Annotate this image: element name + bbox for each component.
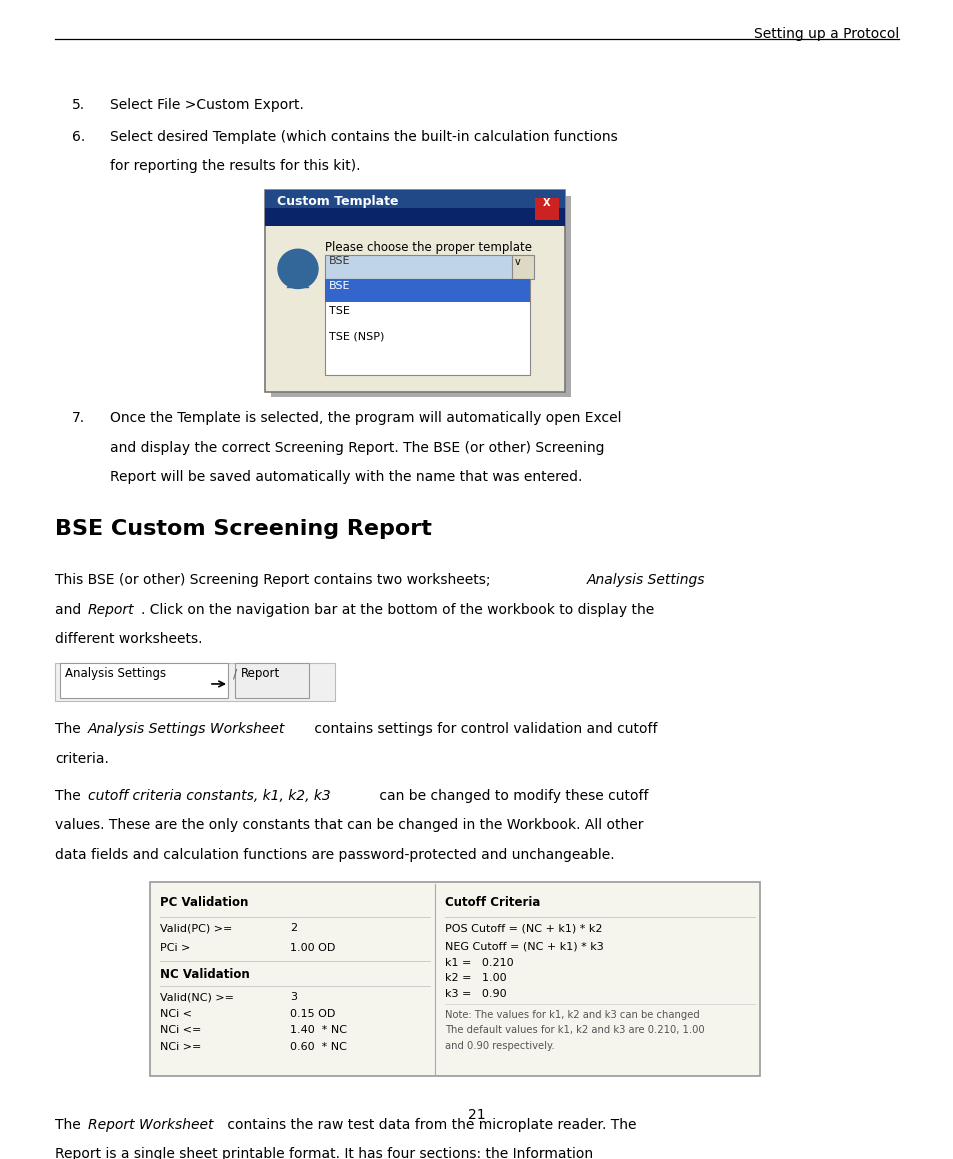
Text: i: i: [293, 260, 298, 274]
Text: /: /: [233, 668, 237, 680]
Text: Setting up a Protocol: Setting up a Protocol: [753, 28, 898, 42]
Text: Select File >Custom Export.: Select File >Custom Export.: [110, 99, 304, 112]
FancyBboxPatch shape: [265, 190, 564, 207]
Text: for reporting the results for this kit).: for reporting the results for this kit).: [110, 159, 360, 173]
Text: . Click on the navigation bar at the bottom of the workbook to display the: . Click on the navigation bar at the bot…: [141, 603, 654, 617]
Text: Report is a single sheet printable format. It has four sections: the Information: Report is a single sheet printable forma…: [55, 1147, 593, 1159]
Text: The: The: [55, 789, 85, 803]
Text: 0.60  * NC: 0.60 * NC: [290, 1042, 347, 1052]
Text: NCi >=: NCi >=: [160, 1042, 201, 1052]
Text: 6.: 6.: [71, 130, 85, 144]
Text: The default values for k1, k2 and k3 are 0.210, 1.00: The default values for k1, k2 and k3 are…: [444, 1026, 704, 1035]
Text: contains settings for control validation and cutoff: contains settings for control validation…: [310, 722, 657, 736]
Text: Report: Report: [241, 668, 280, 680]
Circle shape: [277, 249, 317, 289]
Text: cutoff criteria constants, k1, k2, k3: cutoff criteria constants, k1, k2, k3: [88, 789, 331, 803]
Text: Analysis Settings Worksheet: Analysis Settings Worksheet: [88, 722, 285, 736]
Text: 5.: 5.: [71, 99, 85, 112]
Text: 21: 21: [468, 1108, 485, 1122]
Text: 2: 2: [290, 924, 296, 933]
Text: BSE: BSE: [329, 256, 350, 267]
FancyBboxPatch shape: [55, 663, 335, 701]
Text: Report will be saved automatically with the name that was entered.: Report will be saved automatically with …: [110, 471, 581, 484]
Polygon shape: [287, 282, 309, 287]
Text: k1 =   0.210: k1 = 0.210: [444, 957, 513, 968]
Text: Analysis Settings: Analysis Settings: [586, 573, 705, 588]
FancyBboxPatch shape: [271, 196, 571, 398]
Text: and display the correct Screening Report. The BSE (or other) Screening: and display the correct Screening Report…: [110, 440, 604, 454]
Text: 3: 3: [290, 992, 296, 1003]
Text: Cutoff Criteria: Cutoff Criteria: [444, 896, 539, 909]
Text: k3 =   0.90: k3 = 0.90: [444, 989, 506, 999]
Text: POS Cutoff = (NC + k1) * k2: POS Cutoff = (NC + k1) * k2: [444, 924, 602, 933]
Text: X: X: [542, 198, 550, 209]
Text: TSE: TSE: [329, 306, 350, 316]
Text: Report: Report: [88, 603, 134, 617]
Text: Valid(NC) >=: Valid(NC) >=: [160, 992, 233, 1003]
Text: k2 =   1.00: k2 = 1.00: [444, 974, 506, 984]
FancyBboxPatch shape: [512, 255, 534, 278]
FancyBboxPatch shape: [60, 663, 228, 698]
Text: NC Validation: NC Validation: [160, 968, 250, 981]
Text: NCi <=: NCi <=: [160, 1026, 201, 1035]
Text: and 0.90 respectively.: and 0.90 respectively.: [444, 1041, 554, 1051]
Text: 1.00 OD: 1.00 OD: [290, 943, 335, 953]
Text: different worksheets.: different worksheets.: [55, 632, 202, 646]
Text: contains the raw test data from the microplate reader. The: contains the raw test data from the micr…: [223, 1117, 636, 1131]
Text: BSE: BSE: [329, 280, 350, 291]
Text: The: The: [55, 1117, 85, 1131]
Text: v: v: [515, 257, 520, 267]
Text: NCi <: NCi <: [160, 1008, 192, 1019]
Text: Select desired Template (which contains the built-in calculation functions: Select desired Template (which contains …: [110, 130, 618, 144]
FancyBboxPatch shape: [325, 278, 530, 374]
Text: Once the Template is selected, the program will automatically open Excel: Once the Template is selected, the progr…: [110, 411, 620, 425]
Text: Report Worksheet: Report Worksheet: [88, 1117, 213, 1131]
Text: 1.40  * NC: 1.40 * NC: [290, 1026, 347, 1035]
Text: PC Validation: PC Validation: [160, 896, 248, 909]
Text: data fields and calculation functions are password-protected and unchangeable.: data fields and calculation functions ar…: [55, 848, 614, 862]
Text: Valid(PC) >=: Valid(PC) >=: [160, 924, 233, 933]
Text: Custom Template: Custom Template: [276, 195, 398, 209]
Text: The: The: [55, 722, 85, 736]
Text: Note: The values for k1, k2 and k3 can be changed: Note: The values for k1, k2 and k3 can b…: [444, 1009, 699, 1020]
FancyBboxPatch shape: [150, 882, 760, 1077]
Text: criteria.: criteria.: [55, 752, 109, 766]
Text: can be changed to modify these cutoff: can be changed to modify these cutoff: [375, 789, 648, 803]
Text: values. These are the only constants that can be changed in the Workbook. All ot: values. These are the only constants tha…: [55, 818, 643, 832]
Text: TSE (NSP): TSE (NSP): [329, 331, 384, 342]
FancyBboxPatch shape: [535, 198, 558, 220]
Text: Analysis Settings: Analysis Settings: [65, 668, 166, 680]
Text: 0.15 OD: 0.15 OD: [290, 1008, 335, 1019]
Text: NEG Cutoff = (NC + k1) * k3: NEG Cutoff = (NC + k1) * k3: [444, 941, 603, 952]
Text: Please choose the proper template: Please choose the proper template: [325, 241, 532, 254]
FancyBboxPatch shape: [325, 278, 530, 302]
FancyBboxPatch shape: [325, 255, 530, 278]
FancyBboxPatch shape: [265, 190, 564, 392]
Text: and: and: [55, 603, 86, 617]
Text: BSE Custom Screening Report: BSE Custom Screening Report: [55, 519, 432, 539]
FancyBboxPatch shape: [234, 663, 309, 698]
Text: PCi >: PCi >: [160, 943, 191, 953]
Text: This BSE (or other) Screening Report contains two worksheets;: This BSE (or other) Screening Report con…: [55, 573, 498, 588]
FancyBboxPatch shape: [265, 190, 564, 226]
Text: 7.: 7.: [71, 411, 85, 425]
